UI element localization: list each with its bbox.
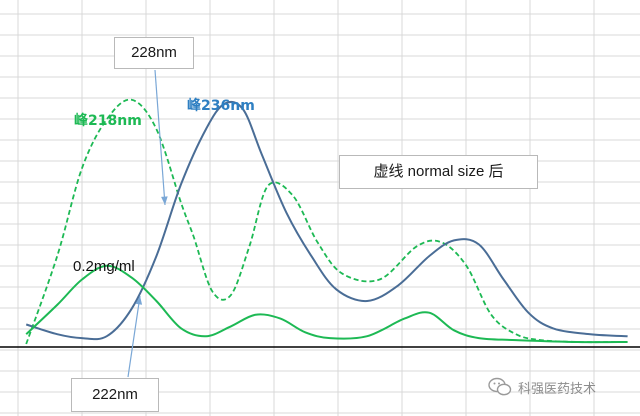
peak-label-236nm: 峰236nm: [187, 98, 255, 114]
callout-228nm: 228nm: [114, 37, 194, 69]
concentration-label: 0.2mg/ml: [73, 258, 135, 275]
callout-222nm: 222nm: [71, 378, 159, 412]
arrow-222nm: [127, 295, 141, 378]
arrow-228nm-head: [161, 196, 168, 205]
callout-normal-size: 虚线 normal size 后: [339, 155, 538, 189]
watermark-text: 科强医药技术: [518, 381, 597, 397]
peak-label-218nm: 峰218nm: [74, 113, 142, 129]
series-line-green-solid: [25, 264, 628, 344]
series-line-green-dashed: [25, 98, 616, 345]
series-line-blue: [25, 100, 628, 341]
arrow-222nm-head: [135, 296, 143, 305]
watermark: 科强医药技术: [488, 373, 596, 401]
wechat-icon: [488, 377, 512, 396]
arrow-228nm: [154, 69, 166, 206]
